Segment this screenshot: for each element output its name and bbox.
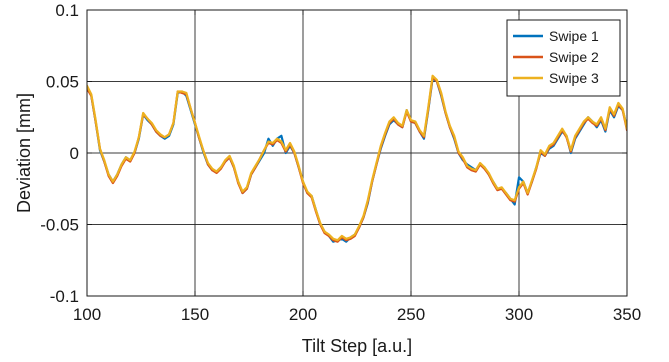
y-tick-label: 0.1	[55, 1, 79, 20]
y-tick-labels: -0.1 -0.05 0 0.05 0.1	[40, 1, 79, 306]
y-axis-label: Deviation [mm]	[14, 93, 34, 213]
y-tick-label: 0	[70, 144, 79, 163]
y-tick-label: -0.05	[40, 216, 79, 235]
legend-label-3: Swipe 3	[549, 70, 599, 86]
ticks	[86, 9, 628, 297]
series-group	[87, 74, 627, 243]
x-tick-labels: 100 150 200 250 300 350	[73, 305, 641, 324]
y-tick-label: 0.05	[46, 73, 79, 92]
legend: Swipe 1 Swipe 2 Swipe 3	[506, 19, 621, 97]
x-tick-label: 250	[397, 305, 425, 324]
legend-label-2: Swipe 2	[549, 49, 599, 65]
x-tick-label: 100	[73, 305, 101, 324]
x-axis-label: Tilt Step [a.u.]	[302, 336, 412, 356]
y-tick-label: -0.1	[50, 287, 79, 306]
x-tick-label: 150	[181, 305, 209, 324]
legend-label-1: Swipe 1	[549, 28, 599, 44]
x-tick-label: 350	[613, 305, 641, 324]
series-line-3	[87, 74, 627, 242]
x-tick-label: 300	[505, 305, 533, 324]
x-tick-label: 200	[289, 305, 317, 324]
